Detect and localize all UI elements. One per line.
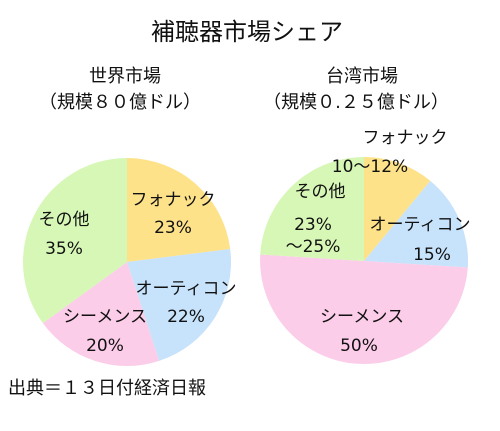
taiwan-market-chart: 台湾市場 （規模０.２５億ドル） フォナック 10～12% オーティコン 15% シーメ…	[260, 66, 471, 365]
taiwan-slice-value-oticon: 15%	[413, 245, 451, 265]
world-slice-label-fonak: フォナック	[131, 190, 216, 210]
source-note: 出典＝１３日付経済日報	[8, 378, 206, 399]
taiwan-slice-siemens	[260, 254, 468, 365]
world-chart-title: 世界市場	[89, 66, 161, 87]
taiwan-slice-value-fonak: 10～12%	[332, 157, 408, 177]
taiwan-slice-fonak	[364, 157, 431, 261]
world-slice-other	[22, 157, 127, 324]
world-slice-value-other: 35%	[45, 239, 83, 259]
world-slice-label-other: その他	[39, 210, 90, 230]
taiwan-slice-label-siemens: シーメンス	[320, 307, 404, 327]
world-slice-oticon	[127, 248, 231, 361]
figure-title: 補聴器市場シェア	[151, 18, 343, 46]
taiwan-chart-subtitle: （規模０.２５億ドル）	[263, 92, 449, 113]
world-slice-value-fonak: 23%	[154, 218, 192, 238]
taiwan-slice-label-other: その他	[295, 182, 346, 202]
taiwan-slice-value-siemens: 50%	[340, 336, 378, 356]
world-market-chart: 世界市場 （規模８０億ドル） フォナック 23% オーティコン 22% シーメンス 20%…	[22, 66, 237, 367]
world-slice-fonak	[127, 158, 231, 262]
taiwan-slice-oticon	[364, 180, 468, 268]
world-slice-value-oticon: 22%	[167, 307, 205, 327]
world-pie	[22, 157, 231, 367]
taiwan-pie	[260, 157, 468, 365]
taiwan-chart-title: 台湾市場	[326, 66, 398, 87]
taiwan-slice-value-other: 23%～25%	[286, 215, 341, 257]
taiwan-slice-label-oticon: オーティコン	[370, 215, 471, 235]
world-chart-subtitle: （規模８０億ドル）	[39, 92, 201, 113]
world-slice-siemens	[42, 262, 160, 367]
world-slice-label-siemens: シーメンス	[63, 307, 147, 327]
taiwan-slice-label-fonak: フォナック	[363, 128, 448, 148]
taiwan-slice-other	[260, 157, 364, 261]
world-slice-label-oticon: オーティコン	[136, 279, 237, 299]
world-slice-value-siemens: 20%	[86, 336, 124, 356]
